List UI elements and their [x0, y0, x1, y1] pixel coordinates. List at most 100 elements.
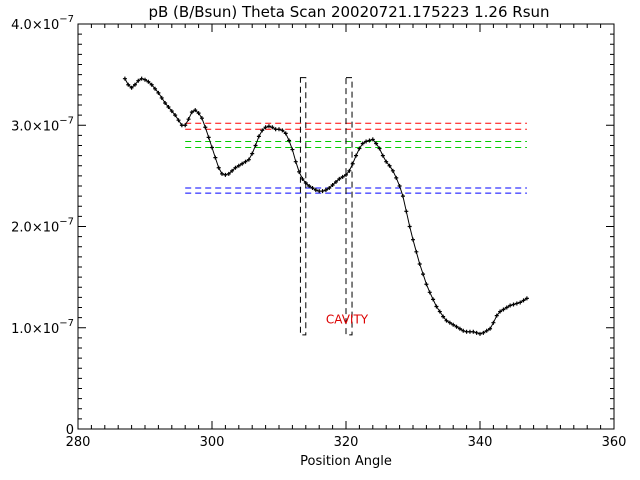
data-point [149, 82, 154, 87]
data-point [370, 137, 375, 142]
data-point [223, 172, 228, 177]
data-point [364, 139, 369, 144]
data-point [367, 138, 372, 143]
data-point [384, 159, 389, 164]
data-point [441, 314, 446, 319]
data-point [199, 116, 204, 121]
data-point [143, 77, 147, 82]
data-point [233, 165, 238, 170]
data-point [431, 297, 436, 302]
data-point [122, 76, 127, 81]
data-point [320, 189, 325, 194]
data-point [307, 184, 312, 188]
data-point [447, 320, 452, 325]
data-point [263, 125, 268, 130]
data-point [216, 165, 221, 170]
data-point [350, 161, 355, 166]
data-point [196, 111, 201, 116]
data-point [467, 329, 472, 334]
axes: 280 300 320 340 360 0 1.0×10−7 2.0×10−7 3.0×10−7… [11, 14, 626, 450]
data-point [253, 143, 258, 148]
data-point [457, 326, 462, 331]
data-point [146, 79, 151, 84]
data-point [424, 282, 429, 287]
data-point [414, 249, 419, 254]
data-point [340, 174, 345, 179]
data-point [514, 301, 519, 306]
data-point [203, 125, 208, 130]
data-point [454, 324, 459, 329]
y-tick-label: 1.0×10−7 [11, 318, 74, 337]
data-point [333, 179, 338, 184]
data-point [303, 180, 308, 185]
data-point [280, 128, 285, 133]
data-point [380, 153, 385, 158]
series [122, 76, 529, 336]
y-tick-label: 4.0×10−7 [11, 14, 74, 33]
data-point [273, 127, 278, 132]
data-point [317, 189, 322, 194]
data-point [357, 146, 362, 151]
data-point [230, 168, 235, 173]
data-point [136, 78, 141, 83]
data-point [360, 141, 365, 146]
data-point [256, 134, 261, 139]
data-point [193, 108, 198, 113]
data-point [260, 128, 265, 133]
data-point [400, 194, 405, 199]
data-point [474, 330, 479, 335]
data-point [488, 326, 493, 331]
data-point [270, 125, 275, 130]
data-point [173, 113, 178, 118]
data-point [179, 123, 184, 128]
data-point [277, 127, 281, 132]
chart-title: pB (B/Bsun) Theta Scan 20020721.175223 1… [148, 3, 549, 21]
data-point [464, 329, 469, 334]
x-tick-label: 280 [66, 435, 91, 450]
data-point [444, 318, 449, 323]
data-point [461, 328, 466, 333]
data-point [226, 171, 231, 176]
data-point [337, 176, 342, 181]
data-point [354, 153, 359, 158]
data-point [283, 131, 288, 136]
data-point [139, 76, 144, 81]
data-point [169, 109, 174, 114]
data-point [300, 176, 305, 181]
data-point [411, 237, 415, 242]
data-point [132, 82, 137, 87]
x-axis-label: Position Angle [300, 454, 392, 469]
data-point [213, 155, 218, 160]
data-point [210, 145, 214, 150]
data-point [518, 300, 523, 305]
reference-lines [185, 122, 527, 194]
data-point [290, 147, 295, 152]
data-point [347, 168, 352, 173]
data-point [407, 224, 412, 229]
cavity-regions [299, 77, 353, 336]
data-point [176, 118, 181, 123]
x-tick-label: 360 [602, 435, 627, 450]
data-point [297, 169, 302, 174]
data-point [434, 304, 439, 309]
data-point [427, 290, 432, 295]
data-point [236, 163, 241, 168]
cavity-region-0 [299, 77, 307, 336]
data-point [156, 90, 161, 95]
data-point [327, 186, 332, 191]
data-point [494, 313, 499, 318]
annotations: CAVITY [326, 313, 369, 327]
data-point [451, 322, 456, 327]
x-tick-label: 300 [200, 435, 225, 450]
cavity-region-1 [345, 77, 353, 336]
data-point [404, 209, 409, 214]
data-point [437, 309, 442, 314]
data-point [330, 182, 335, 187]
data-point [323, 188, 328, 193]
data-point [186, 117, 191, 122]
x-tick-label: 340 [468, 435, 493, 450]
cavity-annotation: CAVITY [326, 313, 369, 327]
data-point [129, 85, 134, 90]
data-point [240, 161, 245, 166]
